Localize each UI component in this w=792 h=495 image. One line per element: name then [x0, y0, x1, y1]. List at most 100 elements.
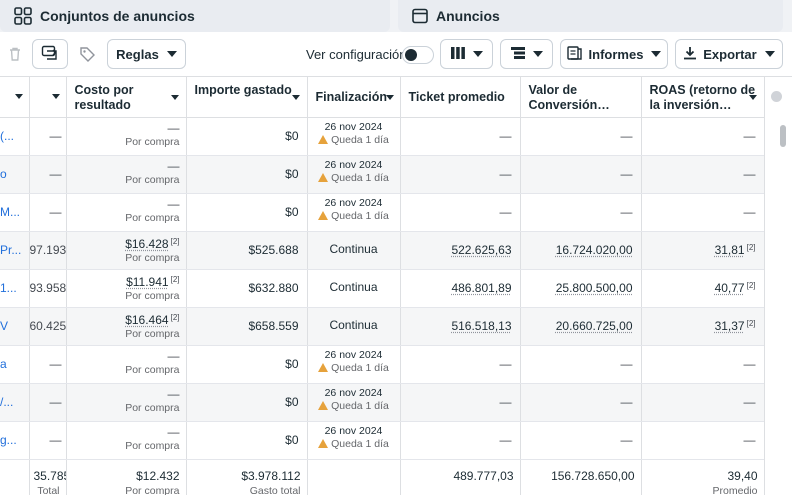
export-dropdown[interactable]: Exportar	[675, 39, 783, 69]
results-value: —	[49, 128, 62, 143]
reports-dropdown[interactable]: Informes	[560, 39, 668, 69]
cost-cell: — Por compra	[66, 383, 187, 422]
chevron-down-icon	[385, 95, 394, 100]
table-row[interactable]: 1... 93.958 $11.941 [2] Por compra $632.880 Co…	[0, 269, 765, 308]
header-name-column[interactable]	[0, 77, 30, 118]
scrollbar-thumb[interactable]	[780, 125, 786, 147]
results-cell: —	[29, 383, 67, 422]
campaign-name-cell[interactable]: g...	[0, 421, 30, 460]
header-ends[interactable]: Finalización	[307, 77, 401, 118]
reports-label: Informes	[588, 46, 644, 62]
duplicate-button[interactable]	[32, 39, 68, 69]
campaign-name-cell[interactable]: M...	[0, 193, 30, 232]
results-cell: —	[29, 345, 67, 384]
campaign-name[interactable]: (...	[0, 128, 14, 143]
campaign-name[interactable]: Pr...	[0, 242, 22, 257]
cost-cell: — Por compra	[66, 117, 187, 156]
table-row[interactable]: V 60.425 $16.464 [2] Por compra $658.559 Conti…	[0, 307, 765, 346]
table-row[interactable]: Pr... 97.193 $16.428 [2] Por compra $525.688 C…	[0, 231, 765, 270]
campaign-name-cell[interactable]: o	[0, 155, 30, 194]
chevron-down-icon	[472, 51, 483, 57]
ticket-value: 486.801,89	[451, 280, 512, 295]
ends-date: 26 nov 2024	[324, 158, 383, 171]
campaign-name[interactable]: 1...	[0, 280, 17, 295]
table-row[interactable]: o — — Por compra $0 26 nov 2024 Queda 1 día — — —	[0, 155, 765, 194]
breakdown-icon	[510, 46, 525, 62]
reference-mark: [2]	[746, 318, 756, 328]
header-avg-ticket[interactable]: Ticket promedio	[400, 77, 521, 118]
header-results-column[interactable]	[29, 77, 67, 118]
header-amount-spent[interactable]: Importe gastado	[186, 77, 308, 118]
results-value: 60.425	[29, 318, 66, 333]
results-value: 93.958	[29, 280, 66, 295]
campaign-name-cell[interactable]: a	[0, 345, 30, 384]
tag-icon[interactable]	[72, 39, 102, 69]
download-icon	[683, 46, 697, 63]
spent-value: $0	[285, 204, 299, 219]
warning-icon	[318, 172, 329, 182]
ends-warning: Queda 1 día	[312, 438, 396, 451]
column-settings-icon[interactable]	[771, 91, 782, 102]
table-row[interactable]: /... — — Por compra $0 26 nov 2024 Queda 1 día…	[0, 383, 765, 422]
ends-note: Queda 1 día	[331, 133, 389, 146]
conversion-cell: 20.660.725,00	[520, 307, 642, 346]
campaign-name[interactable]: a	[0, 356, 7, 371]
ends-date: 26 nov 2024	[324, 386, 383, 399]
breakdown-dropdown[interactable]	[500, 39, 553, 69]
chevron-down-icon	[166, 51, 177, 57]
totals-cost: $12.432	[136, 468, 180, 483]
duplicate-icon	[41, 45, 59, 64]
table-row[interactable]: a — — Por compra $0 26 nov 2024 Queda 1 día — — —	[0, 345, 765, 384]
grid-icon	[14, 7, 32, 25]
campaign-name[interactable]: o	[0, 166, 7, 181]
campaign-name-cell[interactable]: (...	[0, 117, 30, 156]
campaign-name-cell[interactable]: /...	[0, 383, 30, 422]
campaign-name[interactable]: g...	[0, 432, 17, 447]
ends-cell: 26 nov 2024 Queda 1 día	[307, 383, 401, 422]
spent-value: $0	[285, 432, 299, 447]
vertical-scrollbar[interactable]	[764, 77, 792, 495]
conversion-value: —	[620, 128, 633, 143]
totals-cost-sub: Por compra	[125, 484, 180, 495]
campaign-name[interactable]: M...	[0, 204, 20, 219]
conversion-cell: —	[520, 155, 642, 194]
conversion-cell: —	[520, 345, 642, 384]
header-label: Finalización	[315, 90, 388, 104]
cost-sub: Por compra	[125, 401, 180, 414]
view-config-toggle[interactable]	[402, 46, 434, 64]
header-roas[interactable]: ROAS (retorno de la inversión…	[641, 77, 765, 118]
header-conversion-value[interactable]: Valor de Conversión…	[520, 77, 642, 118]
campaign-name-cell[interactable]: V	[0, 307, 30, 346]
spent-cell: $0	[186, 383, 308, 422]
export-label: Exportar	[703, 46, 757, 62]
roas-cell: —	[641, 193, 765, 232]
table-row[interactable]: M... — — Por compra $0 26 nov 2024 Queda 1 día…	[0, 193, 765, 232]
spent-cell: $0	[186, 117, 308, 156]
campaign-name-cell[interactable]: Pr...	[0, 231, 30, 270]
table-row[interactable]: g... — — Por compra $0 26 nov 2024 Queda 1 día…	[0, 421, 765, 460]
header-cost-per-result[interactable]: Costo por resultado	[66, 77, 187, 118]
trash-icon[interactable]	[0, 39, 30, 69]
conversion-cell: 25.800.500,00	[520, 269, 642, 308]
results-cell: 93.958	[29, 269, 67, 308]
cost-value-wrap: $11.941 [2]	[71, 273, 179, 289]
roas-value: —	[743, 394, 756, 409]
cost-sub: Por compra	[125, 327, 180, 340]
columns-dropdown[interactable]	[440, 39, 493, 69]
tab-ad-sets[interactable]: Conjuntos de anuncios	[0, 0, 390, 32]
campaign-name[interactable]: /...	[0, 394, 14, 409]
campaign-name-cell[interactable]: 1...	[0, 269, 30, 308]
rules-dropdown[interactable]: Reglas	[107, 39, 186, 69]
table-row[interactable]: (... — — Por compra $0 26 nov 2024 Queda 1 día…	[0, 117, 765, 156]
campaign-name[interactable]: V	[0, 318, 9, 333]
spent-value: $632.880	[248, 280, 299, 295]
results-table: Costo por resultado Importe gastado Fina…	[0, 77, 765, 495]
ticket-cell: —	[400, 155, 521, 194]
conversion-value: —	[620, 356, 633, 371]
totals-results-sub: Total	[37, 484, 60, 495]
ticket-cell: 516.518,13	[400, 307, 521, 346]
cost-value: —	[167, 120, 180, 135]
tab-ads[interactable]: Anuncios	[398, 0, 783, 32]
cost-cell: — Por compra	[66, 193, 187, 232]
